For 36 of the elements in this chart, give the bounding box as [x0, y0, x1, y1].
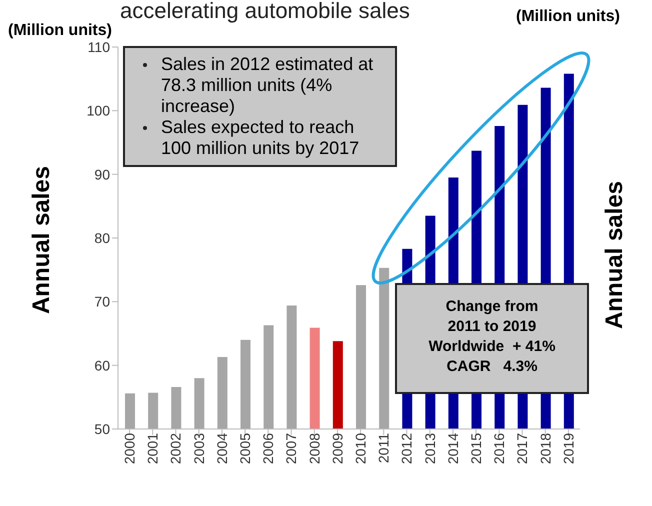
x-tick-label: 2006	[260, 432, 276, 464]
x-tick-label: 2001	[144, 432, 161, 464]
text: (Million units)	[8, 22, 112, 40]
annotation: Sales in 2012 estimated at 78.3 million units (4% increase)	[161, 54, 374, 117]
x-tick-label: 2016	[491, 432, 508, 464]
y2-axis-title: Annual sales	[601, 180, 629, 330]
y-tick-label: 90	[94, 166, 110, 182]
x-tick-label: 2010	[352, 432, 368, 464]
x-tick-label: 2011	[376, 432, 392, 464]
x-tick-label: 2005	[236, 432, 253, 464]
callout-box: Change from 2011 to 2019 Worldwide + 41% CAGR 4.3%	[395, 283, 589, 394]
y-tick-label: 80	[94, 230, 110, 246]
x-tick-label: 2000	[121, 432, 138, 464]
x-tick-label: 2015	[468, 432, 484, 464]
y-tick-label: 110	[88, 38, 110, 55]
x-tick-label: 2009	[329, 432, 346, 464]
x-tick-label: 2003	[190, 432, 207, 464]
x-tick-label: 2018	[537, 432, 554, 464]
y-axis-title: Annual sales	[28, 166, 56, 314]
y-tick-label: 70	[94, 294, 110, 310]
x-tick-label: 2012	[398, 432, 415, 464]
x-tick-label: 2008	[306, 432, 322, 464]
x-tick-label: 2019	[560, 432, 576, 464]
callout-box: Sales in 2012 estimated at 78.3 million units (4% increase) Sales expected to reach 100 million units by 2017	[123, 46, 397, 167]
y-tick-label: 50	[94, 420, 110, 437]
chart-title: accelerating automobile sales	[120, 0, 410, 24]
x-tick-label: 2014	[444, 432, 461, 464]
x-tick-label: 2004	[214, 432, 230, 464]
x-tick-label: 2013	[422, 432, 438, 464]
text: (Million units)	[516, 8, 620, 26]
y-tick-label: 60	[94, 357, 110, 374]
x-tick-label: 2017	[514, 432, 530, 464]
x-tick-label: 2007	[283, 432, 300, 464]
y-tick-label: 100	[86, 102, 110, 119]
annotation: Sales expected to reach 100 million units by 2017	[161, 117, 360, 159]
x-tick-label: 2002	[168, 432, 184, 464]
